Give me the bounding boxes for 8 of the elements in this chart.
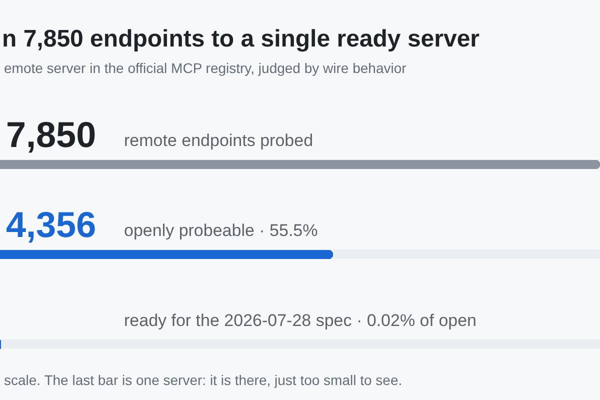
chart-subtitle: emote server in the official MCP registry, judged by wire behavior	[4, 60, 407, 76]
y-tick-label: openly probeable · 55.5%	[124, 221, 318, 240]
text: scale. The last bar is one server: it is there, just too small to see.	[4, 372, 402, 388]
chart-title: n 7,850 endpoints to a single ready server	[2, 25, 480, 52]
data-label: 7,850	[6, 114, 96, 155]
data-label: 4,356	[6, 204, 96, 245]
y-tick-label: remote endpoints probed	[124, 131, 314, 150]
y-tick-label: ready for the 2026-07-28 spec · 0.02% of open	[124, 311, 477, 330]
